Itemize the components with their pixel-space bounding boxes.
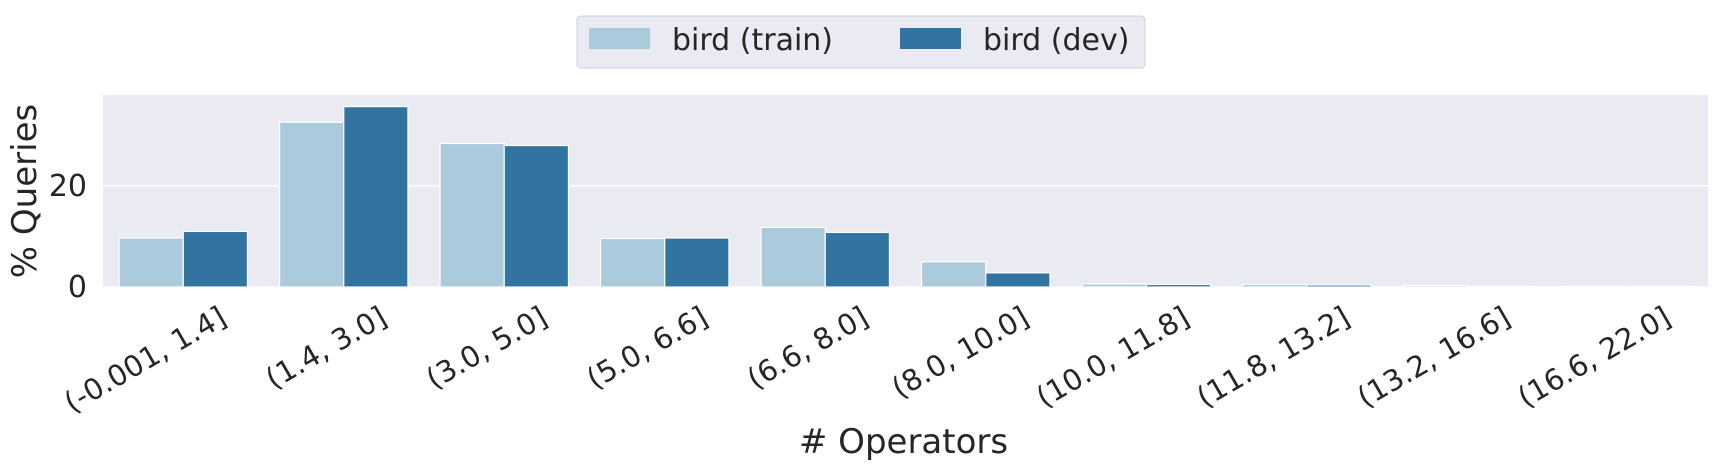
x-tick-label: (13.2, 16.6]	[1351, 300, 1515, 415]
legend: bird (train) bird (dev)	[576, 15, 1146, 69]
y-axis-label: % Queries	[5, 104, 45, 278]
x-tick-label: (1.4, 3.0]	[260, 300, 392, 396]
bar-dev	[503, 144, 570, 288]
x-tick-label: (10.0, 11.8]	[1030, 300, 1194, 415]
bar-dev	[1466, 285, 1533, 288]
y-tick-labels: 0 20	[49, 169, 87, 305]
x-tick-label: (5.0, 6.6]	[581, 300, 713, 396]
bar-dev	[664, 237, 730, 288]
y-tick-label: 0	[68, 270, 87, 305]
legend-swatch	[589, 28, 650, 49]
bar-train	[439, 142, 505, 288]
x-tick-label: (8.0, 10.0]	[886, 300, 1034, 405]
bars	[118, 106, 1693, 288]
x-tick-label: (-0.001, 1.4]	[58, 300, 231, 420]
legend-frame	[576, 15, 1146, 69]
bar-train	[1402, 284, 1468, 288]
x-axis-label: # Operators	[799, 422, 1008, 462]
bar-train	[920, 261, 987, 288]
bar-train	[1081, 283, 1147, 288]
legend-label: bird (dev)	[983, 23, 1129, 58]
x-tick-label: (6.6, 8.0]	[741, 300, 873, 396]
bar-dev	[1306, 284, 1372, 288]
bar-train	[1562, 285, 1629, 288]
legend-swatch	[900, 28, 961, 49]
x-tick-labels: (-0.001, 1.4] (1.4, 3.0] (3.0, 5.0] (5.0, 6…	[58, 300, 1676, 420]
y-tick-label: 20	[49, 169, 87, 204]
x-tick-label: (11.8, 13.2]	[1191, 300, 1355, 415]
legend-label: bird (train)	[672, 23, 833, 58]
bar-train	[278, 121, 345, 288]
bar-train	[760, 226, 826, 288]
bar-train	[118, 237, 184, 288]
bar-train	[599, 237, 666, 288]
x-tick-label: (3.0, 5.0]	[420, 300, 552, 396]
bar-dev	[1145, 283, 1212, 288]
bar-dev	[824, 231, 891, 288]
bar-dev	[182, 230, 249, 288]
bar-dev	[343, 106, 409, 288]
x-tick-label: (16.6, 22.0]	[1512, 300, 1676, 415]
bar-train	[1241, 283, 1308, 288]
bar-dev	[1627, 285, 1693, 288]
bar-dev	[985, 272, 1051, 288]
